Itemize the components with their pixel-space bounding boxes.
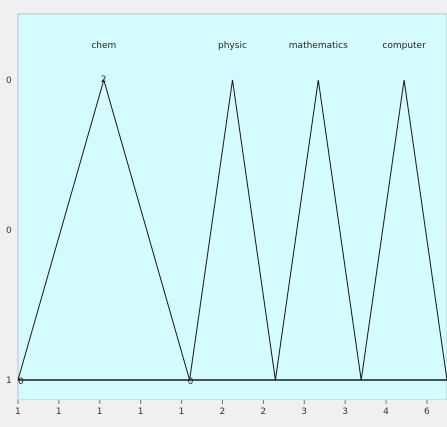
x-axis-strip [18,400,447,420]
y-tick-label: 0 [6,226,12,236]
series-line-chem [17,78,191,381]
x-tick-label: 4 [383,407,389,417]
x-tick-label: 2 [220,407,226,417]
x-tick-label: 1 [15,407,21,417]
x-tick-label: 1 [56,407,62,417]
base-marker: 0 [18,377,24,387]
series-label-mathematics: mathematics [289,41,348,51]
x-tick-label: 2 [260,407,266,417]
peak-marker: 2 [101,75,107,85]
x-tick-label: 3 [342,407,348,417]
series-line-mathematics [274,79,362,381]
plot-area [17,13,447,401]
series-label-computer: computer [382,41,426,51]
y-tick-label: 0 [6,76,12,86]
x-tick-label: 1 [179,407,185,417]
x-tick-label: 1 [97,407,103,417]
x-tick-label: 1 [138,407,144,417]
series-line-computer [360,79,447,381]
series-label-physic: physic [218,41,247,51]
x-tick-label: 3 [301,407,307,417]
series-line-physic [189,79,276,381]
base-marker: 0 [188,377,194,387]
series-label-chem: chem [91,41,116,51]
y-tick-label: 1 [6,376,12,386]
x-tick-label: 6 [424,407,430,417]
